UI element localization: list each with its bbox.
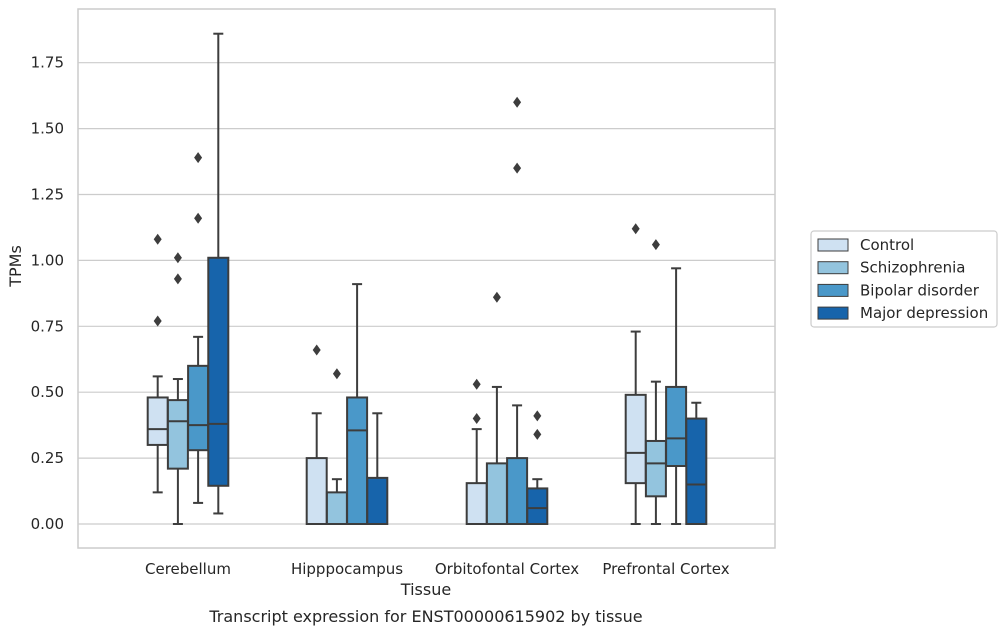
box-bipolar-disorder xyxy=(506,96,529,526)
legend-swatch xyxy=(817,238,849,252)
iqr-box xyxy=(485,462,508,526)
chart-title: Transcript expression for ENST0000061590… xyxy=(208,607,642,626)
y-tick-label: 1.25 xyxy=(31,186,64,204)
legend-label: Major depression xyxy=(860,304,988,322)
legend-swatch xyxy=(817,306,849,320)
y-tick-label: 0.50 xyxy=(31,383,64,401)
box-schizophrenia xyxy=(325,368,348,526)
iqr-box xyxy=(146,396,169,446)
box-bipolar-disorder xyxy=(346,283,369,525)
outlier-point xyxy=(153,315,162,327)
y-axis-label: TPMs xyxy=(6,245,25,288)
iqr-box xyxy=(187,364,210,452)
y-tick-label: 1.00 xyxy=(31,251,64,269)
iqr-box xyxy=(166,399,189,470)
legend-label: Schizophrenia xyxy=(860,259,965,277)
legend-swatch xyxy=(817,261,849,275)
iqr-box xyxy=(526,487,549,525)
legend: Control Schizophrenia Bipolar disorder Majo… xyxy=(810,230,998,328)
y-tick-label: 0.75 xyxy=(31,317,64,335)
outlier-point xyxy=(513,96,522,108)
y-tick-label: 1.75 xyxy=(31,54,64,72)
outlier-point xyxy=(631,223,640,235)
iqr-box xyxy=(305,457,328,526)
iqr-box xyxy=(506,457,529,526)
outlier-point xyxy=(533,428,542,440)
plot-area-frame xyxy=(77,8,776,549)
outlier-point xyxy=(194,212,203,224)
box-schizophrenia xyxy=(166,252,189,525)
outlier-point xyxy=(173,273,182,285)
outlier-point xyxy=(312,344,321,356)
y-tick-label: 1.50 xyxy=(31,120,64,138)
outlier-point xyxy=(651,239,660,251)
y-tick-labels: 0.00 0.25 0.50 0.75 1.00 1.25 1.50 1.75 xyxy=(31,54,64,533)
x-tick-label: Hipppocampus xyxy=(291,560,403,578)
box-major-depression xyxy=(685,401,708,525)
box-control xyxy=(624,223,647,525)
legend-swatch xyxy=(817,283,849,297)
outlier-point xyxy=(472,378,481,390)
iqr-box xyxy=(624,393,647,485)
box-control xyxy=(146,233,169,494)
outlier-point xyxy=(194,152,203,164)
x-tick-label: Cerebellum xyxy=(145,560,231,578)
box-bipolar-disorder xyxy=(187,152,210,504)
box-major-depression xyxy=(526,410,549,525)
iqr-box xyxy=(685,417,708,525)
outlier-point xyxy=(332,368,341,380)
x-tick-labels: Cerebellum Hipppocampus Orbitofontal Corte… xyxy=(145,560,730,578)
iqr-box xyxy=(207,256,230,487)
y-tick-label: 0.00 xyxy=(31,515,64,533)
box-control xyxy=(305,344,328,526)
iqr-box xyxy=(325,491,348,526)
outlier-point xyxy=(513,162,522,174)
box-major-depression xyxy=(366,412,389,525)
legend-label: Bipolar disorder xyxy=(860,281,980,299)
iqr-box xyxy=(465,482,488,525)
legend-frame xyxy=(810,230,998,328)
outlier-point xyxy=(153,233,162,245)
iqr-box xyxy=(346,396,369,525)
iqr-box xyxy=(366,476,389,525)
box-major-depression xyxy=(207,32,230,515)
iqr-box xyxy=(665,385,688,468)
outlier-point xyxy=(472,413,481,425)
box-plot-marks xyxy=(146,32,708,526)
legend-label: Control xyxy=(860,236,914,254)
x-axis-label: Tissue xyxy=(400,580,451,599)
x-tick-label: Orbitofontal Cortex xyxy=(435,560,579,578)
outlier-point xyxy=(173,252,182,264)
x-tick-label: Prefrontal Cortex xyxy=(602,560,729,578)
y-tick-label: 0.25 xyxy=(31,449,64,467)
box-bipolar-disorder xyxy=(665,267,688,525)
iqr-box xyxy=(644,439,667,498)
outlier-point xyxy=(533,410,542,422)
box-control xyxy=(465,378,488,525)
box-schizophrenia xyxy=(644,239,667,525)
outlier-point xyxy=(492,291,501,303)
